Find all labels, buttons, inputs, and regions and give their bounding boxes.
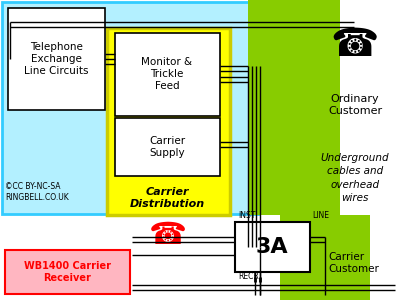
Text: Ordinary
Customer: Ordinary Customer xyxy=(328,94,382,116)
Text: WB1400 Carrier
Receiver: WB1400 Carrier Receiver xyxy=(24,261,110,283)
Bar xyxy=(235,222,310,272)
Text: 3A: 3A xyxy=(256,237,288,257)
Bar xyxy=(5,250,130,294)
Bar xyxy=(248,0,340,215)
Bar xyxy=(115,33,220,116)
Text: ©CC BY-NC-SA
RINGBELL.CO.UK: ©CC BY-NC-SA RINGBELL.CO.UK xyxy=(5,182,69,202)
Text: Telephone
Exchange
Line Circuits: Telephone Exchange Line Circuits xyxy=(24,42,88,76)
Text: Carrier
Distribution: Carrier Distribution xyxy=(130,187,204,209)
Text: Carrier
Supply: Carrier Supply xyxy=(149,136,185,158)
Text: Carrier
Customer: Carrier Customer xyxy=(328,252,379,274)
Text: LINE: LINE xyxy=(312,211,329,220)
Text: Monitor &
Trickle
Feed: Monitor & Trickle Feed xyxy=(142,57,192,91)
Bar xyxy=(2,2,259,214)
Bar xyxy=(115,118,220,176)
Bar xyxy=(280,215,370,300)
Bar xyxy=(8,8,105,110)
Text: Underground
cables and
overhead
wires: Underground cables and overhead wires xyxy=(321,153,389,203)
Text: ☎: ☎ xyxy=(149,221,187,250)
Text: ☎: ☎ xyxy=(331,26,379,64)
Text: INST: INST xyxy=(238,211,255,220)
Text: RECR: RECR xyxy=(238,272,259,281)
Bar xyxy=(107,28,230,215)
